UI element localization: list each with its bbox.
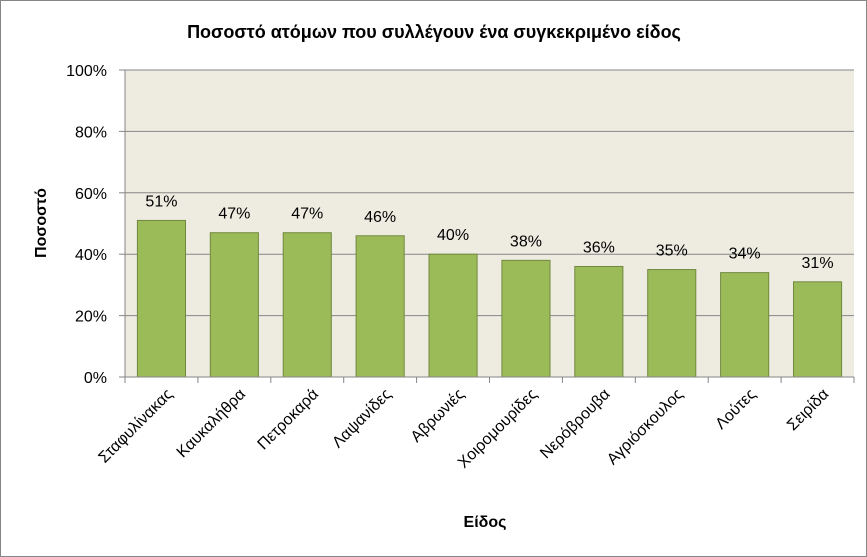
- data-label: 47%: [291, 206, 323, 223]
- bar: [209, 232, 259, 378]
- category-label: Σειρίδα: [784, 386, 832, 434]
- y-axis-title: Ποσοστό: [33, 188, 50, 258]
- bar: [282, 232, 332, 378]
- bar: [792, 281, 843, 378]
- category-label: Αγριόσκουλος: [604, 386, 687, 469]
- y-tick-label: 0%: [84, 370, 107, 387]
- category-label: Σταφυλίνακας: [96, 386, 177, 467]
- category-label: Πετροκαρά: [255, 386, 322, 453]
- bar: [355, 235, 405, 378]
- y-tick-label: 100%: [66, 63, 107, 80]
- category-label: Καυκαλήθρα: [174, 386, 249, 461]
- category-label: Νερόβρουβα: [537, 386, 613, 462]
- x-axis-title: Είδος: [464, 514, 507, 531]
- bar: [574, 265, 624, 378]
- data-labels: 51% 47% 47% 46% 40% 38% 36% 35% 34% 31%: [145, 193, 833, 271]
- bar: [720, 272, 770, 378]
- data-label: 47%: [218, 206, 250, 223]
- bar: [501, 259, 551, 378]
- axes: [119, 69, 855, 383]
- data-label: 36%: [583, 239, 615, 256]
- category-label: Λούτες: [712, 386, 759, 433]
- y-tick-label: 40%: [75, 247, 107, 264]
- y-tick-label: 20%: [75, 309, 107, 326]
- data-label: 35%: [656, 243, 688, 260]
- bar: [647, 269, 697, 378]
- bar: [136, 219, 187, 378]
- data-label: 31%: [802, 255, 834, 272]
- data-label: 40%: [437, 227, 469, 244]
- category-label: Χοιρομουρίδες: [455, 386, 541, 472]
- data-label: 38%: [510, 233, 542, 250]
- y-tick-label: 80%: [75, 124, 107, 141]
- category-label: Λαψανίδες: [329, 386, 395, 452]
- data-label: 34%: [729, 246, 761, 263]
- y-tick-labels: 0% 20% 40% 60% 80% 100%: [66, 63, 107, 387]
- data-label: 46%: [364, 209, 396, 226]
- chart-title: Ποσοστό ατόμων που συλλέγουν ένα συγκεκρ…: [187, 22, 681, 42]
- y-tick-label: 60%: [75, 186, 107, 203]
- bar: [428, 253, 478, 378]
- category-label: Αβρωνιές: [408, 386, 468, 446]
- bars: [136, 219, 843, 378]
- data-label: 51%: [145, 193, 177, 210]
